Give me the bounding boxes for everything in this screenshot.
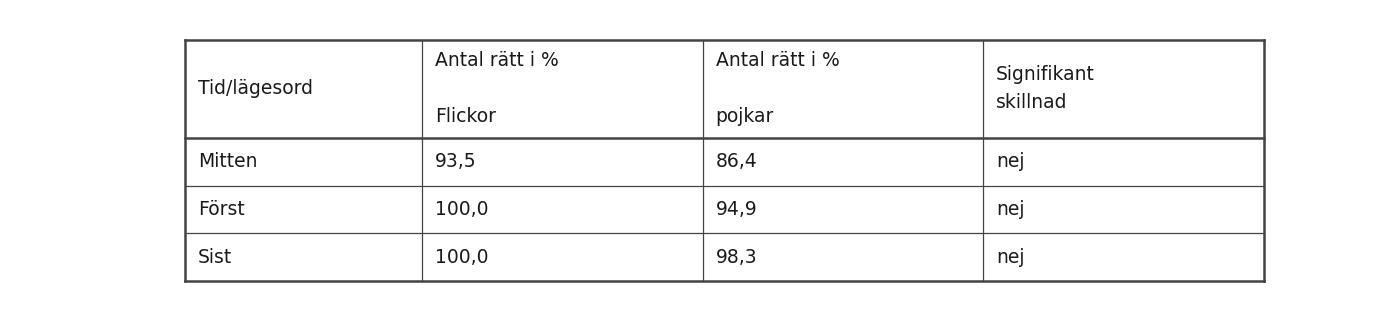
Text: 98,3: 98,3 — [715, 248, 757, 267]
Text: Mitten: Mitten — [198, 152, 258, 171]
Text: nej: nej — [997, 152, 1025, 171]
Text: 93,5: 93,5 — [436, 152, 476, 171]
Text: 100,0: 100,0 — [436, 200, 489, 219]
Text: Först: Först — [198, 200, 245, 219]
Text: nej: nej — [997, 248, 1025, 267]
Text: 100,0: 100,0 — [436, 248, 489, 267]
Text: Antal rätt i %

pojkar: Antal rätt i % pojkar — [715, 52, 839, 127]
Text: Tid/lägesord: Tid/lägesord — [198, 80, 313, 99]
Text: 94,9: 94,9 — [715, 200, 757, 219]
Text: Antal rätt i %

Flickor: Antal rätt i % Flickor — [436, 52, 558, 127]
Text: Signifikant
skillnad: Signifikant skillnad — [997, 66, 1096, 113]
Text: nej: nej — [997, 200, 1025, 219]
Text: Sist: Sist — [198, 248, 232, 267]
Text: 86,4: 86,4 — [715, 152, 757, 171]
